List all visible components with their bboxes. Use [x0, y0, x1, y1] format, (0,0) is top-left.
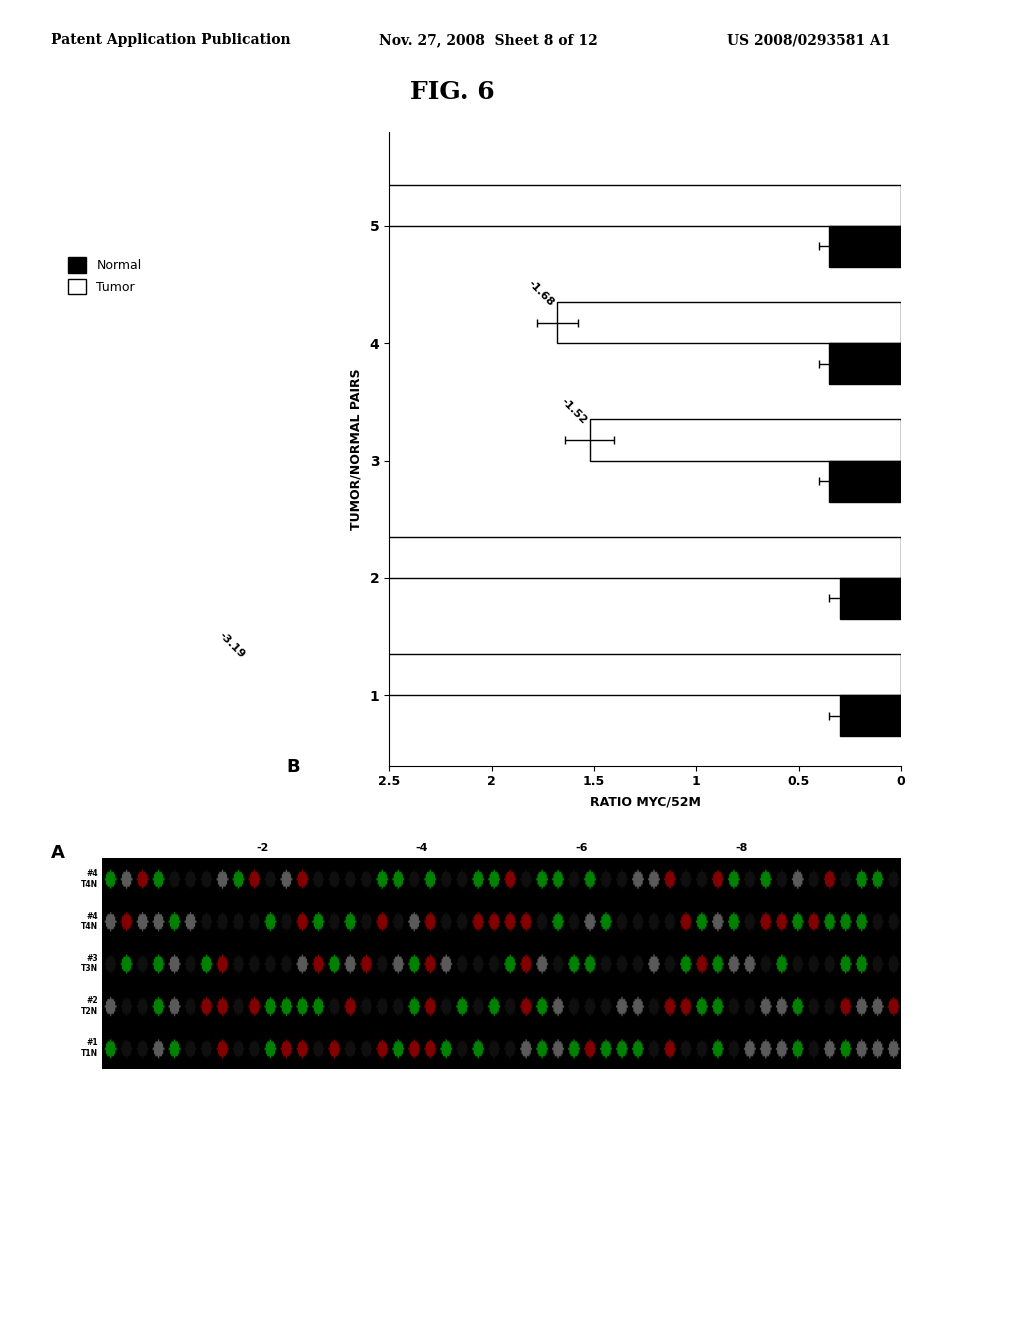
Text: B: B [287, 758, 300, 776]
Text: US 2008/0293581 A1: US 2008/0293581 A1 [727, 33, 891, 48]
Text: -3.19: -3.19 [216, 631, 247, 660]
Text: -6: -6 [575, 843, 588, 854]
Bar [0, 185, 901, 226]
Text: A: A [51, 843, 66, 862]
Text: #1
T1N: #1 T1N [81, 1039, 97, 1057]
Text: #4
T4N: #4 T4N [81, 870, 97, 888]
Text: -1.68: -1.68 [525, 279, 556, 309]
Text: Nov. 27, 2008  Sheet 8 of 12: Nov. 27, 2008 Sheet 8 of 12 [379, 33, 598, 48]
Legend: Normal, Tumor: Normal, Tumor [62, 252, 146, 300]
Text: FIG. 6: FIG. 6 [410, 81, 495, 104]
Text: -8: -8 [735, 843, 748, 854]
Bar [840, 578, 901, 619]
Text: #4
T4N: #4 T4N [81, 912, 97, 931]
X-axis label: RATIO MYC/52M: RATIO MYC/52M [590, 795, 700, 808]
Bar [557, 302, 901, 343]
Text: -1.52: -1.52 [558, 396, 589, 426]
Text: Patent Application Publication: Patent Application Publication [51, 33, 291, 48]
Bar [829, 226, 901, 267]
Bar [0, 537, 901, 578]
Y-axis label: TUMOR/NORMAL PAIRS: TUMOR/NORMAL PAIRS [350, 368, 362, 529]
Text: -2: -2 [256, 843, 268, 854]
Text: #3
T3N: #3 T3N [81, 954, 97, 973]
Bar [829, 461, 901, 502]
Text: -4: -4 [416, 843, 428, 854]
Text: #2
T2N: #2 T2N [81, 997, 97, 1015]
Bar [590, 420, 901, 461]
Bar [840, 696, 901, 737]
Bar [829, 343, 901, 384]
Bar [248, 655, 901, 696]
